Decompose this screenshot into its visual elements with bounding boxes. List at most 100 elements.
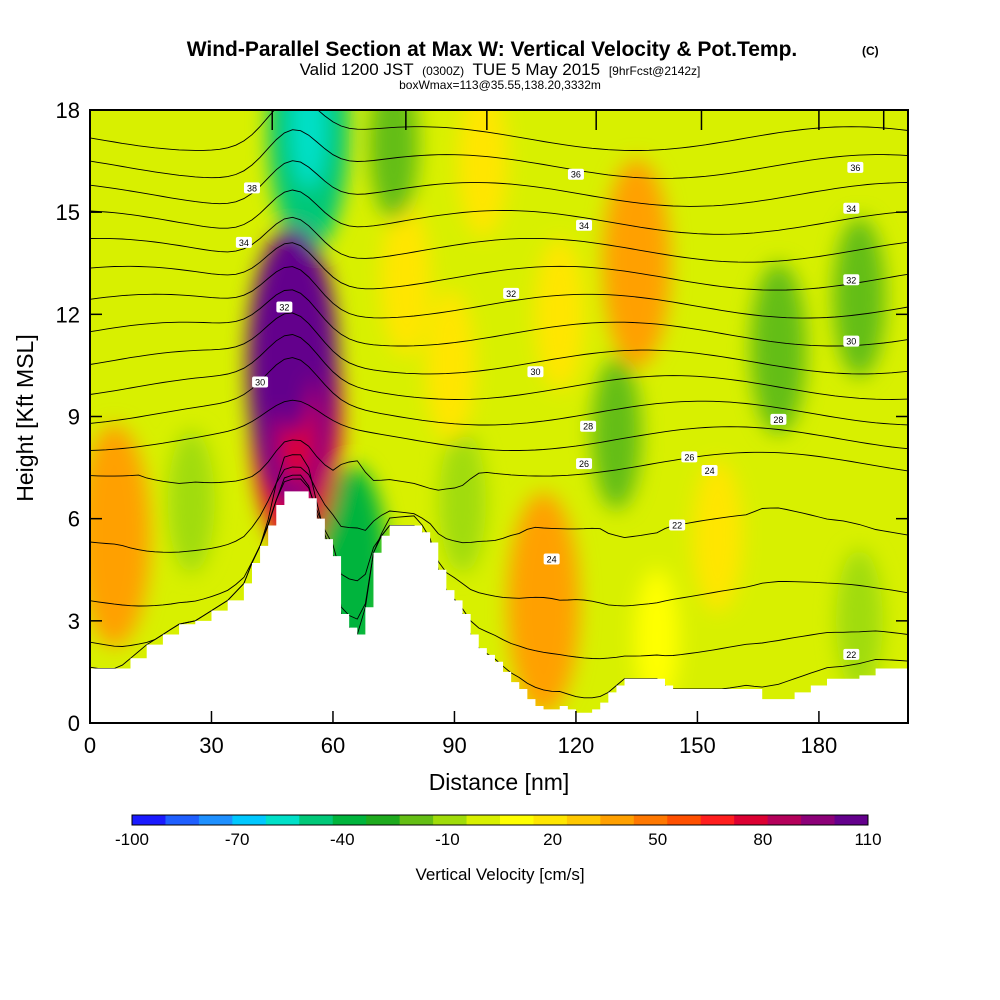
velocity-core (98, 480, 131, 592)
colorbar-tick-label: 50 (648, 830, 667, 849)
theta-contour-line (90, 466, 908, 553)
y-tick-label: 6 (68, 507, 80, 532)
y-axis-label: Height [Kft MSL] (12, 334, 38, 501)
theta-contour-line (90, 189, 908, 235)
x-tick-label: 120 (558, 733, 595, 758)
contour-label: 32 (843, 274, 860, 286)
contour-label-text: 28 (773, 415, 783, 425)
chart-subtitle: Valid 1200 JST (0300Z) TUE 5 May 2015 [9… (300, 60, 701, 79)
contour-label: 34 (576, 219, 593, 231)
contour-label-text: 32 (846, 275, 856, 285)
theta-contour-line (90, 334, 908, 400)
contour-label: 26 (681, 451, 698, 463)
velocity-blob (439, 429, 486, 574)
theta-contour-line (90, 312, 908, 375)
colorbar-swatch (165, 815, 200, 825)
contour-label: 28 (770, 413, 787, 425)
contour-label-text: 26 (579, 459, 589, 469)
contour-label: 24 (543, 553, 560, 565)
contour-label: 28 (580, 420, 597, 432)
contour-label: 26 (576, 458, 593, 470)
contour-label-text: 24 (705, 466, 715, 476)
colorbar-tick-label: -40 (330, 830, 355, 849)
velocity-blob (833, 217, 886, 378)
theta-contour-line (90, 160, 908, 207)
theta-contour-line (90, 439, 908, 491)
y-tick-label: 0 (68, 711, 80, 736)
colorbar-swatch (132, 815, 166, 825)
x-axis-label: Distance [nm] (429, 769, 570, 795)
chart-title: Wind-Parallel Section at Max W: Vertical… (187, 38, 798, 61)
box-info: boxWmax=113@35.55,138.20,3332m (399, 78, 601, 92)
velocity-blob (534, 238, 585, 391)
contour-label: 36 (847, 161, 864, 173)
colorbar-swatch (600, 815, 635, 825)
velocity-field (90, 110, 886, 715)
contour-label: 30 (527, 366, 544, 378)
contour-label-text: 30 (255, 377, 265, 387)
x-tick-label: 30 (199, 733, 223, 758)
contour-label-text: 34 (239, 238, 249, 248)
contour-label: 34 (235, 236, 252, 248)
contour-label-text: 36 (571, 170, 581, 180)
theta-contour-line (90, 478, 908, 607)
velocity-blob (381, 204, 431, 357)
colorbar-tick-label: 110 (854, 830, 881, 849)
theta-contour-line (90, 110, 908, 151)
velocity-blob (750, 262, 807, 435)
contour-label: 38 (243, 182, 260, 194)
colorbar-swatch (633, 815, 668, 825)
theta-contour-line (90, 289, 908, 347)
velocity-core (290, 110, 327, 190)
y-tick-label: 3 (68, 609, 80, 634)
colorbar-swatch (834, 815, 869, 825)
contour-label: 32 (276, 301, 293, 313)
theta-contour-line (90, 357, 908, 426)
contour-label: 36 (567, 168, 584, 180)
colorbar-tick-label: 80 (753, 830, 772, 849)
x-tick-label: 90 (442, 733, 466, 758)
colorbar-swatch (366, 815, 401, 825)
colorbar-swatch (232, 815, 267, 825)
velocity-blob (458, 110, 508, 238)
velocity-core (272, 295, 313, 435)
velocity-blob (634, 568, 680, 707)
velocity-core (527, 548, 560, 660)
velocity-core (621, 211, 652, 316)
valid-time: Valid 1200 JST (300, 60, 414, 79)
colorbar-swatch (433, 815, 468, 825)
valid-zulu: (0300Z) (422, 64, 464, 78)
colorbar-swatch (667, 815, 702, 825)
contour-label-text: 34 (846, 204, 856, 214)
contour-label: 22 (669, 519, 686, 531)
theta-contour-line (90, 242, 908, 291)
colorbar-swatch (265, 815, 300, 825)
contour-label-text: 32 (279, 303, 289, 313)
y-tick-label: 18 (56, 98, 80, 123)
velocity-blob (692, 459, 743, 612)
theta-contour-line (90, 216, 908, 263)
y-tick-label: 12 (56, 302, 80, 327)
colorbar-label: Vertical Velocity [cm/s] (415, 865, 584, 884)
theta-contour-line (90, 474, 908, 660)
x-tick-label: 0 (84, 733, 96, 758)
contour-label-text: 26 (684, 452, 694, 462)
velocity-blob (167, 429, 215, 574)
colorbar-swatch (767, 815, 802, 825)
theta-contour-line (90, 266, 908, 319)
colorbar-swatch (466, 815, 501, 825)
valid-date: TUE 5 May 2015 (473, 60, 601, 79)
contour-label: 24 (701, 464, 718, 476)
colorbar-swatch (734, 815, 769, 825)
top-tick-marks (271, 110, 885, 130)
velocity-blob (425, 289, 476, 442)
colorbar-swatch (332, 815, 367, 825)
terrain-mask (90, 491, 908, 723)
contour-label: 30 (252, 376, 269, 388)
theta-contour-line (90, 399, 908, 451)
contour-label-text: 30 (846, 337, 856, 347)
colorbar-swatch (399, 815, 434, 825)
theta-contour-line (90, 129, 908, 179)
